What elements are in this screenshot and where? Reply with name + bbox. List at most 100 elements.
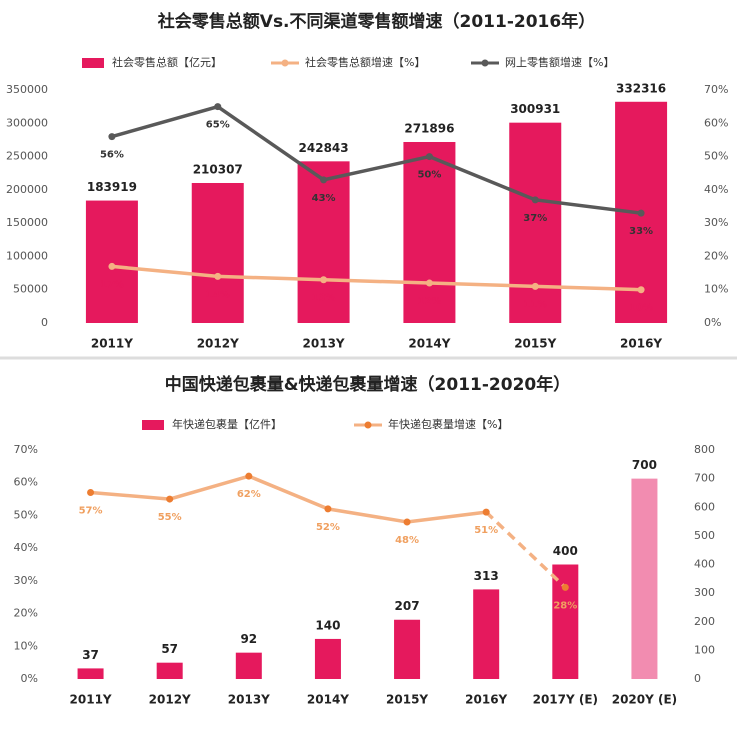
- y-tick-label: 300000: [6, 116, 48, 129]
- bar-value-label: 700: [632, 458, 657, 472]
- line: [90, 474, 487, 524]
- bar: [552, 564, 579, 679]
- line-marker: [245, 472, 253, 480]
- line-marker: [637, 209, 645, 217]
- y2-tick-label: 70%: [704, 83, 728, 96]
- line-marker: [214, 272, 222, 280]
- y-tick-label: 70%: [14, 443, 38, 456]
- y2-tick-label: 60%: [704, 116, 728, 129]
- line-marker: [214, 103, 222, 111]
- y2-tick-label: 0%: [704, 316, 721, 329]
- legend-label: 社会零售总额【亿元】: [112, 55, 222, 69]
- line-marker: [531, 282, 539, 290]
- line-value-label: 33%: [629, 226, 653, 237]
- line-value-label: 10%: [629, 303, 653, 314]
- bar: [394, 619, 421, 679]
- y2-tick-label: 0: [694, 672, 701, 685]
- line-marker: [425, 279, 433, 287]
- chart-title: 中国快递包裹量&快递包裹量增速（2011-2020年）: [165, 374, 571, 395]
- x-tick-label: 2012Y: [197, 337, 239, 351]
- bar-value-label: 207: [395, 599, 420, 613]
- line-value-label: 11%: [523, 299, 547, 310]
- x-tick-label: 2011Y: [70, 693, 112, 707]
- y2-tick-label: 800: [694, 443, 715, 456]
- bar-value-label: 313: [474, 569, 499, 583]
- line-value-label: 56%: [100, 150, 124, 161]
- y2-tick-label: 500: [694, 529, 715, 542]
- y2-tick-label: 50%: [704, 150, 728, 163]
- x-tick-label: 2011Y: [91, 337, 133, 351]
- line-marker: [108, 262, 116, 270]
- bar: [473, 589, 500, 679]
- legend-swatch: [142, 420, 164, 430]
- y-tick-label: 350000: [6, 83, 48, 96]
- legend-label: 年快递包裹量【亿件】: [172, 417, 282, 431]
- legend-label: 网上零售额增速【%】: [505, 55, 614, 69]
- line-value-label: 48%: [395, 535, 419, 546]
- line-value-label: 62%: [237, 489, 261, 500]
- line-marker: [320, 276, 328, 284]
- line: [111, 264, 642, 292]
- y-tick-label: 60%: [14, 476, 38, 489]
- line-value-label: 51%: [474, 525, 498, 536]
- line-marker: [87, 489, 95, 497]
- bar-value-label: 332316: [616, 81, 666, 95]
- line-marker: [531, 196, 539, 204]
- line-value-label: 57%: [79, 506, 103, 517]
- line: [111, 104, 642, 215]
- legend-marker: [364, 421, 372, 429]
- bar: [403, 141, 456, 323]
- y-tick-label: 50000: [13, 283, 48, 296]
- line-marker: [324, 505, 332, 513]
- x-tick-label: 2012Y: [149, 693, 191, 707]
- line-marker: [403, 518, 411, 526]
- line-marker: [482, 508, 490, 516]
- line-value-label: 14%: [206, 289, 230, 300]
- y2-tick-label: 40%: [704, 183, 728, 196]
- y2-tick-label: 300: [694, 586, 715, 599]
- line-marker: [425, 153, 433, 161]
- line-value-label: 37%: [523, 213, 547, 224]
- legend-marker: [481, 59, 489, 67]
- line-marker: [637, 286, 645, 294]
- bar-value-label: 300931: [510, 102, 560, 116]
- y-tick-label: 200000: [6, 183, 48, 196]
- line-marker: [561, 583, 569, 591]
- x-tick-label: 2013Y: [228, 693, 270, 707]
- y2-tick-label: 400: [694, 558, 715, 571]
- y-tick-label: 50%: [14, 508, 38, 521]
- x-tick-label: 2016Y: [465, 693, 507, 707]
- line-value-label: 17%: [100, 279, 124, 290]
- bar: [156, 662, 183, 679]
- y-tick-label: 0: [41, 316, 48, 329]
- y2-tick-label: 200: [694, 615, 715, 628]
- y2-tick-label: 30%: [704, 216, 728, 229]
- bar: [85, 200, 138, 323]
- line-marker: [166, 495, 174, 503]
- x-tick-label: 2016Y: [620, 337, 662, 351]
- y2-tick-label: 100: [694, 643, 715, 656]
- line-value-label: 50%: [417, 170, 441, 181]
- y-tick-label: 150000: [6, 216, 48, 229]
- x-tick-label: 2015Y: [514, 337, 556, 351]
- legend-marker: [281, 59, 289, 67]
- line-value-label: 43%: [312, 193, 336, 204]
- x-tick-label: 2014Y: [408, 337, 450, 351]
- bar: [77, 668, 104, 679]
- bar-value-label: 57: [161, 642, 178, 656]
- line-value-label: 52%: [316, 522, 340, 533]
- y-tick-label: 100000: [6, 249, 48, 262]
- x-tick-label: 2013Y: [303, 337, 345, 351]
- legend-label: 社会零售总额增速【%】: [305, 55, 425, 69]
- y-tick-label: 40%: [14, 541, 38, 554]
- y-tick-label: 0%: [21, 672, 38, 685]
- line-marker: [320, 176, 328, 184]
- bar: [191, 182, 244, 323]
- bar: [297, 161, 350, 323]
- bar-value-label: 37: [82, 648, 99, 662]
- line-value-label: 12%: [417, 296, 441, 307]
- y-tick-label: 30%: [14, 574, 38, 587]
- x-tick-label: 2020Y (E): [612, 693, 677, 707]
- y-tick-label: 20%: [14, 607, 38, 620]
